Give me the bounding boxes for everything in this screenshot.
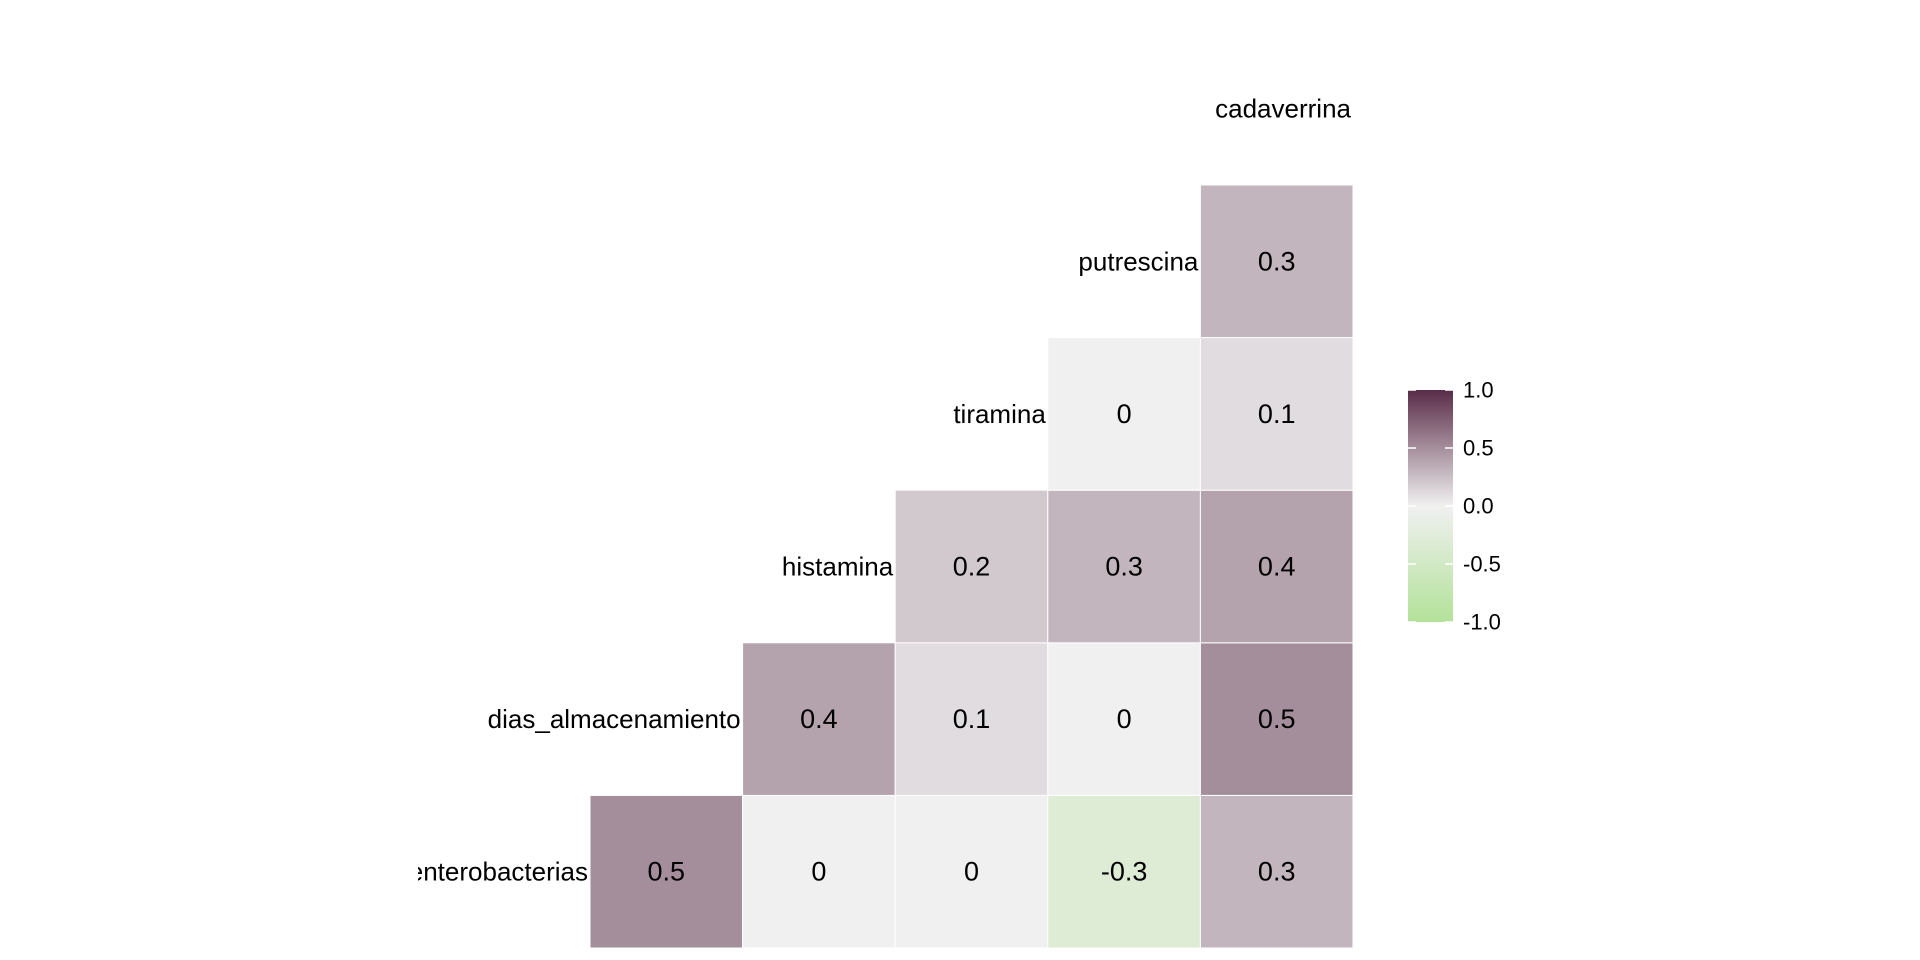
cell-value-label: 0.2 [953, 552, 991, 582]
heatmap-cell-enterobacterias-putrescina [1047, 794, 1201, 949]
variable-labels: enterobacterias dias_almacenamiento histam… [409, 94, 1352, 887]
heatmap-cells [589, 184, 1354, 949]
cell-value-label: 0 [1117, 704, 1132, 734]
heatmap-cell-putrescina-cadaverrina [1199, 184, 1354, 339]
heatmap-cell-dias-almacenamiento-histamina [742, 642, 896, 796]
color-legend: 1.0 0.5 0.0 -0.5 -1.0 [1408, 378, 1501, 635]
variable-label-histamina: histamina [782, 552, 894, 582]
heatmap-cell-enterobacterias-cadaverrina [1199, 794, 1354, 949]
cell-value-label: 0.3 [1258, 246, 1296, 276]
cell-value-label: 0 [811, 857, 826, 887]
heatmap-cell-enterobacterias-dias-almacenamiento [589, 794, 744, 949]
cell-value-label: 0.3 [1258, 857, 1296, 887]
legend-tick-label: 0.0 [1463, 494, 1494, 519]
legend-tick-label: -1.0 [1463, 610, 1501, 635]
heatmap-cell-tiramina-putrescina [1047, 337, 1201, 491]
heatmap-cell-dias-almacenamiento-cadaverrina [1199, 642, 1354, 796]
cell-value-label: 0.5 [1258, 704, 1296, 734]
cell-value-label: 0 [964, 857, 979, 887]
legend-tick-label: 0.5 [1463, 436, 1494, 461]
cell-value-label: 0.5 [648, 857, 686, 887]
variable-label-cadaverrina: cadaverrina [1215, 94, 1351, 124]
heatmap-cell-histamina-cadaverrina [1199, 489, 1354, 644]
cell-value-label: 0 [1117, 399, 1132, 429]
cell-value-label: -0.3 [1101, 857, 1148, 887]
cell-value-label: 0.4 [1258, 552, 1296, 582]
heatmap-cell-enterobacterias-histamina [742, 794, 896, 949]
heatmap-cell-histamina-tiramina [894, 489, 1049, 644]
variable-label-tiramina: tiramina [953, 399, 1046, 429]
cell-value-label: 0.1 [1258, 399, 1296, 429]
legend-ticks: 1.0 0.5 0.0 -0.5 -1.0 [1408, 378, 1501, 635]
legend-tick-label: -0.5 [1463, 552, 1501, 577]
variable-label-putrescina: putrescina [1078, 246, 1198, 276]
cell-value-label: 0.1 [953, 704, 991, 734]
variable-label-enterobacterias: enterobacterias [409, 857, 588, 887]
heatmap-cell-dias-almacenamiento-putrescina [1047, 642, 1201, 796]
heatmap-cell-dias-almacenamiento-tiramina [894, 642, 1049, 796]
legend-tick-label: 1.0 [1463, 378, 1494, 403]
heatmap-cell-labels: 0.5 0 0 -0.3 0.3 0.4 0.1 0 0.5 0.2 0.3 0.4 0 0.1 0.3 [648, 246, 1296, 886]
cell-value-label: 0.3 [1105, 552, 1143, 582]
cell-value-label: 0.4 [800, 704, 838, 734]
variable-label-dias-almacenamiento: dias_almacenamiento [488, 704, 741, 734]
